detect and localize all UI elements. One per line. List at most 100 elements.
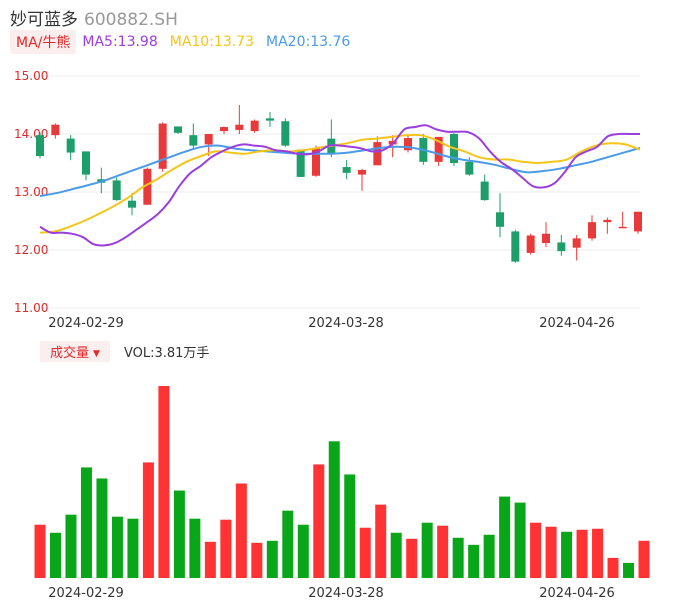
volume-bar — [111, 516, 123, 578]
candle-body — [496, 212, 504, 227]
volume-bar — [266, 540, 278, 578]
candle-body — [158, 123, 167, 169]
volume-bar — [297, 524, 309, 578]
volume-indicator-dropdown[interactable]: 成交量 ▼ — [40, 340, 110, 362]
caret-down-icon: ▼ — [93, 348, 100, 359]
candle-body — [66, 138, 75, 153]
volume-bar — [359, 527, 371, 578]
candle-body — [250, 120, 259, 132]
volume-bar — [390, 532, 402, 578]
candle-body — [128, 200, 136, 208]
y-tick-label: 13.00 — [14, 185, 48, 199]
volume-bar — [142, 462, 154, 578]
ma10-line — [39, 133, 641, 234]
candle-body — [143, 168, 152, 205]
volume-legend: 成交量 ▼ VOL:3.81万手 — [40, 340, 210, 362]
candle-body — [82, 151, 90, 175]
volume-bar — [530, 522, 542, 578]
volume-bar — [545, 526, 557, 578]
volume-bar — [483, 534, 495, 578]
volume-bar — [576, 529, 588, 578]
ma-toggle-button[interactable]: MA/牛熊 — [10, 30, 77, 54]
candle-body — [36, 135, 44, 157]
candle-body — [404, 138, 412, 151]
candle-body — [526, 235, 535, 253]
x-axis-label: 2024-02-29 — [48, 586, 124, 601]
candle-body — [266, 118, 274, 121]
volume-bar — [96, 478, 108, 578]
volume-bar — [514, 502, 526, 578]
candle-body — [373, 142, 382, 166]
volume-bar — [592, 528, 604, 578]
volume-bar — [421, 522, 433, 578]
ma-legend: MA/牛熊 MA5:13.98 MA10:13.73 MA20:13.76 — [10, 30, 362, 54]
volume-bar — [49, 532, 61, 578]
volume-bar — [344, 474, 356, 578]
x-axis-label: 2024-02-29 — [48, 316, 124, 331]
x-axis-label: 2024-03-28 — [308, 316, 384, 331]
volume-bar — [127, 518, 139, 578]
candle-body — [220, 127, 228, 132]
x-axis-label: 2024-03-28 — [308, 586, 384, 601]
volume-bar — [499, 496, 511, 578]
candle-body — [296, 149, 305, 177]
ma5-line — [39, 124, 640, 247]
candle-body — [634, 211, 642, 232]
volume-bar — [282, 510, 294, 578]
ma20-line — [39, 144, 641, 198]
volume-bar — [561, 531, 573, 578]
y-tick-label: 15.00 — [14, 69, 48, 83]
candle-body — [480, 181, 489, 201]
candle-body — [588, 222, 596, 239]
volume-bar — [220, 519, 232, 578]
candle-body — [465, 161, 474, 175]
candle-body — [174, 126, 182, 133]
candle-body — [312, 147, 320, 176]
x-axis-label: 2024-04-26 — [539, 316, 615, 331]
candle-body — [511, 231, 520, 262]
candle-body — [51, 124, 60, 136]
ma10-legend: MA10:13.73 — [169, 34, 255, 50]
candle-body — [542, 233, 550, 244]
stock-code: 600882.SH — [84, 10, 178, 30]
candle-body — [434, 136, 443, 162]
volume-bar — [437, 525, 449, 578]
volume-bar — [452, 537, 464, 578]
y-tick-label: 11.00 — [14, 301, 48, 315]
ma5-legend: MA5:13.98 — [82, 34, 158, 50]
ma20-legend: MA20:13.76 — [266, 34, 351, 50]
volume-bar — [328, 441, 340, 578]
candle-body — [603, 219, 612, 223]
volume-bar — [251, 542, 263, 578]
volume-bar — [34, 524, 46, 578]
candle-body — [572, 238, 581, 248]
volume-bar — [204, 541, 216, 578]
candle-body — [358, 169, 366, 175]
volume-bar — [80, 467, 92, 578]
candle-body — [204, 134, 213, 145]
candle-body — [189, 135, 198, 146]
candle-body — [235, 124, 244, 130]
volume-bar — [623, 562, 635, 578]
x-axis-label: 2024-04-26 — [539, 586, 615, 601]
volume-value: VOL:3.81万手 — [123, 345, 210, 361]
volume-bar — [65, 514, 77, 578]
candle-body — [618, 226, 627, 229]
candle-body — [557, 242, 566, 252]
volume-bar — [375, 504, 387, 578]
candle-body — [342, 167, 351, 173]
candle-body — [281, 121, 290, 146]
volume-bar — [173, 490, 185, 578]
volume-bar — [607, 557, 619, 578]
candle-body — [112, 180, 121, 201]
volume-bar — [638, 540, 650, 578]
stock-title: 妙可蓝多 600882.SH — [10, 5, 178, 30]
volume-bar — [313, 464, 325, 578]
volume-bar — [158, 386, 170, 578]
stock-name: 妙可蓝多 — [10, 10, 78, 30]
y-tick-label: 12.00 — [14, 243, 48, 257]
volume-bar — [468, 544, 480, 578]
volume-bar — [189, 518, 201, 578]
volume-bar — [406, 538, 418, 578]
